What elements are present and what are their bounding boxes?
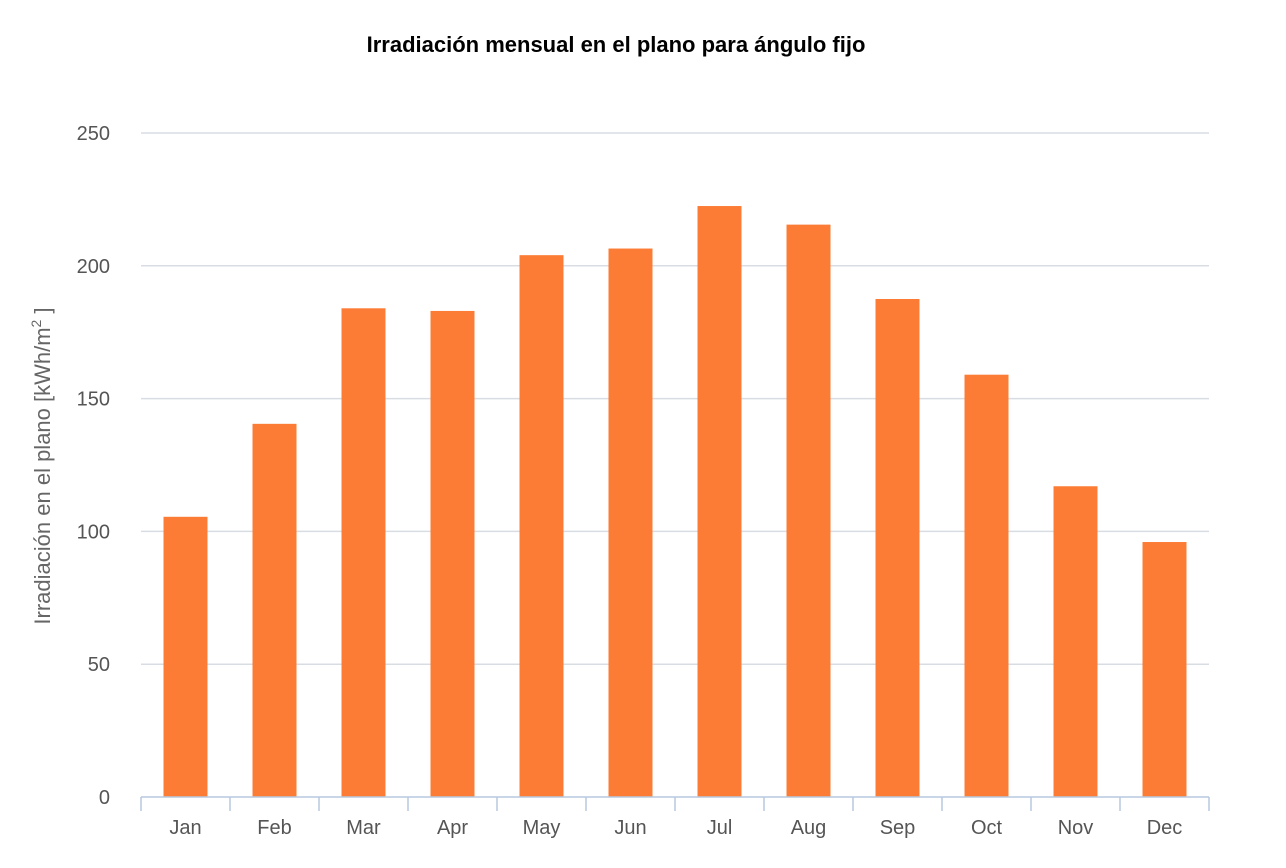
y-axis-ticks: 0 50 100 150 200 250 <box>77 123 110 809</box>
x-axis-ticks: Jan Feb Mar Apr May Jun Jul Aug Sep Oct Nov Dec <box>169 817 1182 839</box>
x-tick-label-may: May <box>523 817 561 839</box>
bar-aug <box>786 224 831 797</box>
y-tick-label-50: 50 <box>88 654 110 676</box>
bar-mar <box>341 308 386 797</box>
x-tick-label-feb: Feb <box>257 817 291 839</box>
y-tick-label-0: 0 <box>99 787 110 809</box>
bar-nov <box>1053 486 1098 797</box>
y-axis-title-suffix: ] <box>30 307 55 319</box>
x-tick-label-apr: Apr <box>437 817 468 839</box>
x-tick-label-oct: Oct <box>971 817 1003 839</box>
bar-oct <box>964 374 1009 797</box>
y-axis-title: Irradiación en el plano [kWh/m2 ] <box>28 307 55 624</box>
x-tick-label-sep: Sep <box>880 817 916 839</box>
y-tick-label-150: 150 <box>77 389 110 411</box>
y-axis-title-superscript: 2 <box>28 319 44 327</box>
x-tick-label-dec: Dec <box>1147 817 1183 839</box>
x-tick-label-mar: Mar <box>346 817 381 839</box>
bar-may <box>519 255 564 797</box>
bar-apr <box>430 310 475 797</box>
gridlines <box>141 132 1209 665</box>
bar-jul <box>697 206 742 798</box>
x-tick-label-jan: Jan <box>169 817 201 839</box>
y-tick-label-100: 100 <box>77 521 110 543</box>
bar-dec <box>1142 542 1187 797</box>
x-tick-label-jul: Jul <box>707 817 733 839</box>
y-tick-label-250: 250 <box>77 123 110 145</box>
bar-feb <box>252 423 297 797</box>
x-tick-label-aug: Aug <box>791 817 827 839</box>
bar-sep <box>875 299 920 797</box>
bars <box>163 206 1187 798</box>
chart-title: Irradiación mensual en el plano para áng… <box>367 32 866 57</box>
y-axis-title-main: Irradiación en el plano [kWh/m <box>30 327 55 624</box>
x-axis <box>140 796 1210 811</box>
x-tick-label-jun: Jun <box>614 817 646 839</box>
bar-jun <box>608 248 653 797</box>
bar-jan <box>163 516 208 797</box>
x-tick-label-nov: Nov <box>1058 817 1094 839</box>
y-tick-label-200: 200 <box>77 256 110 278</box>
